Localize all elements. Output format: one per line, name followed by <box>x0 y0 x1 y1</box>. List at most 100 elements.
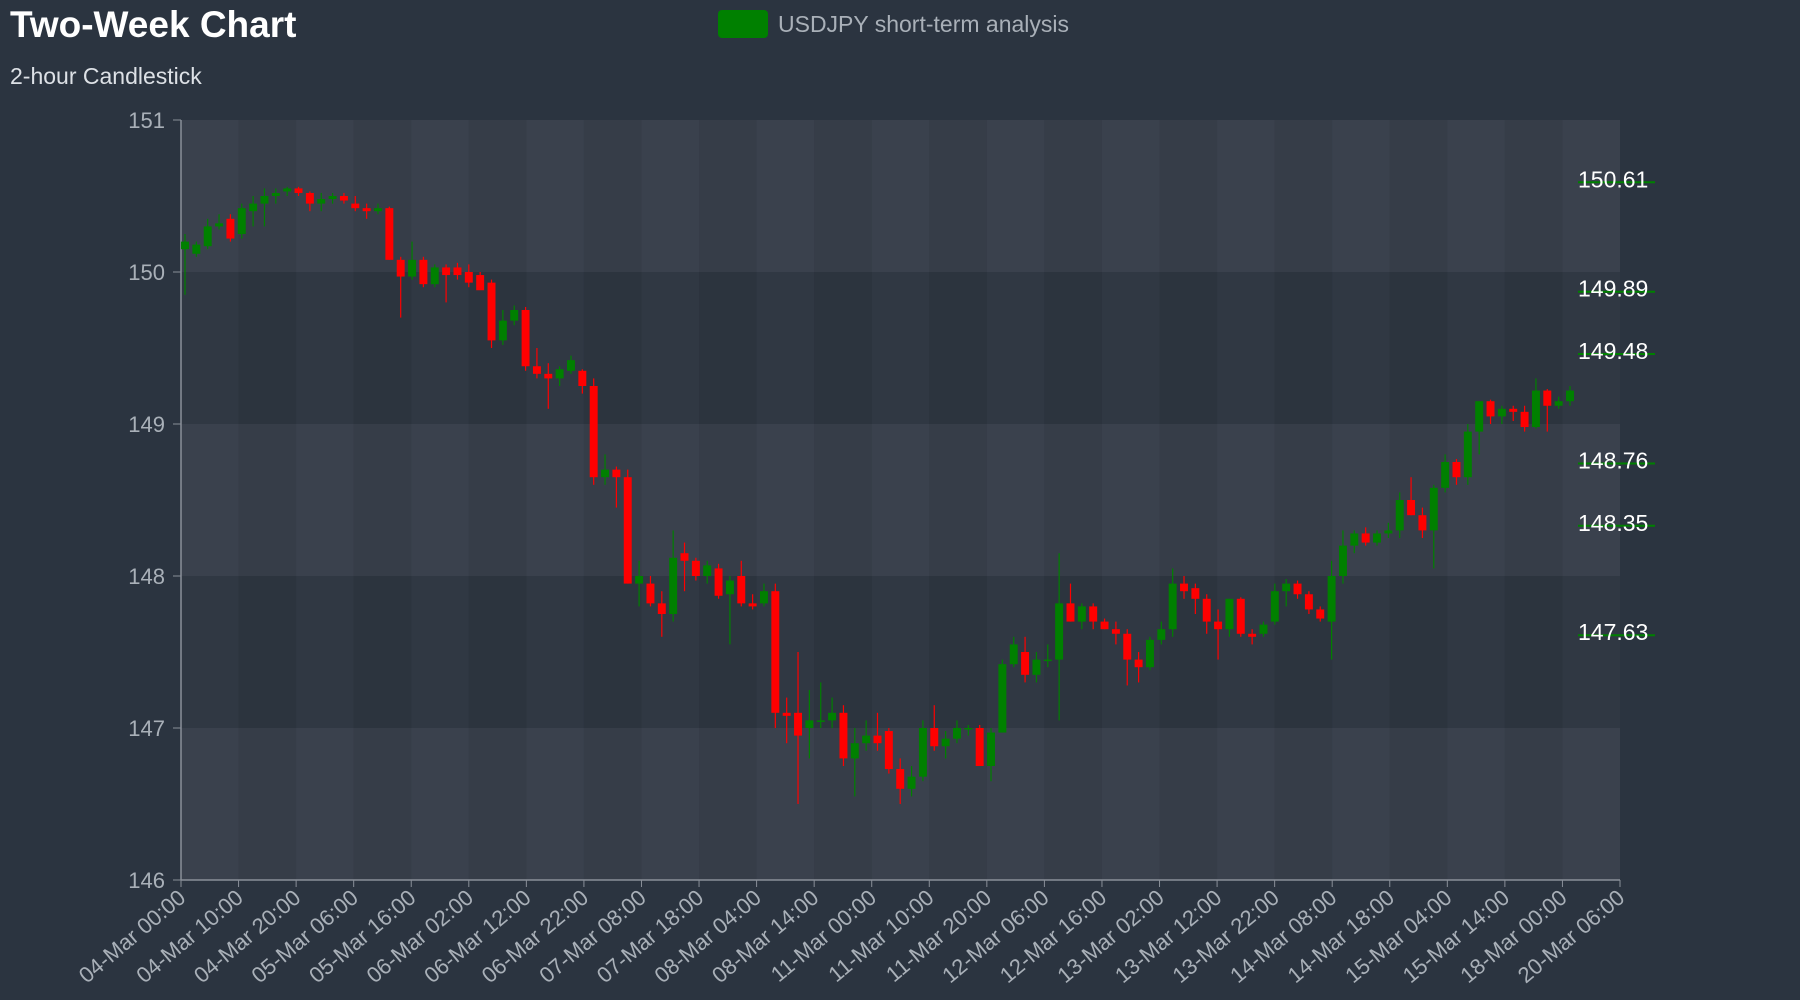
candle-body <box>1520 411 1529 428</box>
candle <box>930 705 939 751</box>
candle <box>1282 579 1291 607</box>
candle-body <box>237 208 246 234</box>
candle-body <box>771 591 780 713</box>
candle <box>339 192 348 204</box>
level-label: 148.76 <box>1578 447 1648 473</box>
candle-body <box>760 591 768 604</box>
y-tick-label: 151 <box>128 108 165 133</box>
candle <box>873 712 882 751</box>
candle <box>1145 636 1154 671</box>
candle <box>1021 636 1030 683</box>
level-label: 148.35 <box>1578 510 1648 536</box>
candle <box>385 206 394 260</box>
column-band <box>468 120 527 880</box>
candle <box>1089 603 1098 630</box>
candle-body <box>181 241 189 250</box>
candle <box>237 203 246 239</box>
candle <box>884 728 893 774</box>
candle <box>1361 527 1370 546</box>
candle <box>215 214 224 230</box>
candle-body <box>362 208 371 212</box>
plot-background <box>181 120 1620 880</box>
candle-body <box>305 192 314 204</box>
candle-body <box>1486 401 1495 417</box>
candle-body <box>748 603 757 607</box>
candle <box>1293 580 1302 599</box>
candle-body <box>226 218 235 239</box>
y-tick-label: 149 <box>128 412 165 437</box>
candle-body <box>1293 583 1302 595</box>
candle-body <box>1373 533 1381 543</box>
candle <box>305 191 314 212</box>
legend-label: USDJPY short-term analysis <box>778 10 1069 37</box>
column-band <box>1447 120 1505 880</box>
candle <box>1566 386 1574 406</box>
candle <box>907 766 916 797</box>
candle-body <box>385 208 394 260</box>
candle <box>1236 597 1245 637</box>
candle <box>646 576 655 607</box>
chart-subtitle: 2-hour Candlestick <box>10 63 202 89</box>
candle <box>1509 405 1518 421</box>
y-tick-label: 150 <box>128 260 165 285</box>
candle-body <box>249 203 258 212</box>
candle-body <box>1055 603 1064 660</box>
candle <box>714 563 723 599</box>
candle-body <box>203 226 212 247</box>
candle <box>1055 553 1064 721</box>
row-band <box>181 272 1620 424</box>
candle <box>635 560 644 607</box>
y-tick-label: 146 <box>128 868 165 893</box>
column-band <box>526 120 584 880</box>
candle <box>589 378 598 485</box>
candle <box>1384 522 1393 538</box>
candle-body <box>192 244 201 254</box>
candle-body <box>396 259 405 277</box>
column-band <box>411 120 469 880</box>
candle <box>317 192 326 212</box>
level-label: 149.48 <box>1578 338 1648 364</box>
candle-body <box>1236 598 1245 634</box>
candle-body <box>1066 603 1075 622</box>
candle <box>351 196 360 212</box>
candle-body <box>1429 487 1438 531</box>
candle <box>725 576 734 645</box>
candle-body <box>1384 530 1393 534</box>
candle-body <box>1111 629 1120 634</box>
candle-body <box>964 728 973 730</box>
candle-body <box>612 469 621 478</box>
candle <box>1180 576 1188 599</box>
column-band <box>1159 120 1218 880</box>
candle <box>328 192 337 204</box>
candle <box>1248 629 1257 645</box>
candle <box>181 234 189 295</box>
candle-body <box>1418 515 1427 531</box>
level-label: 149.89 <box>1578 276 1648 302</box>
chart-legend[interactable]: USDJPY short-term analysis <box>718 10 1069 38</box>
column-band <box>1217 120 1275 880</box>
candle-body <box>646 583 655 604</box>
candle-body <box>998 664 1007 733</box>
candle <box>952 720 961 744</box>
candle <box>1168 568 1177 637</box>
candle-body <box>317 199 326 204</box>
candle-body <box>1089 606 1098 622</box>
column-band <box>181 120 239 880</box>
candle <box>839 705 848 766</box>
candle-body <box>737 576 746 604</box>
column-band <box>986 120 1045 880</box>
candle-body <box>408 259 417 277</box>
candle <box>464 264 473 288</box>
candle <box>850 728 859 797</box>
candle <box>1100 618 1109 630</box>
candle-body <box>725 580 734 595</box>
column-band <box>353 120 412 880</box>
candle-body <box>1259 624 1268 634</box>
candle-body <box>1021 652 1030 675</box>
candle-body <box>601 469 610 478</box>
candle-body <box>351 203 360 209</box>
candle <box>1418 507 1427 538</box>
candle <box>1157 621 1166 645</box>
candle <box>680 542 689 592</box>
